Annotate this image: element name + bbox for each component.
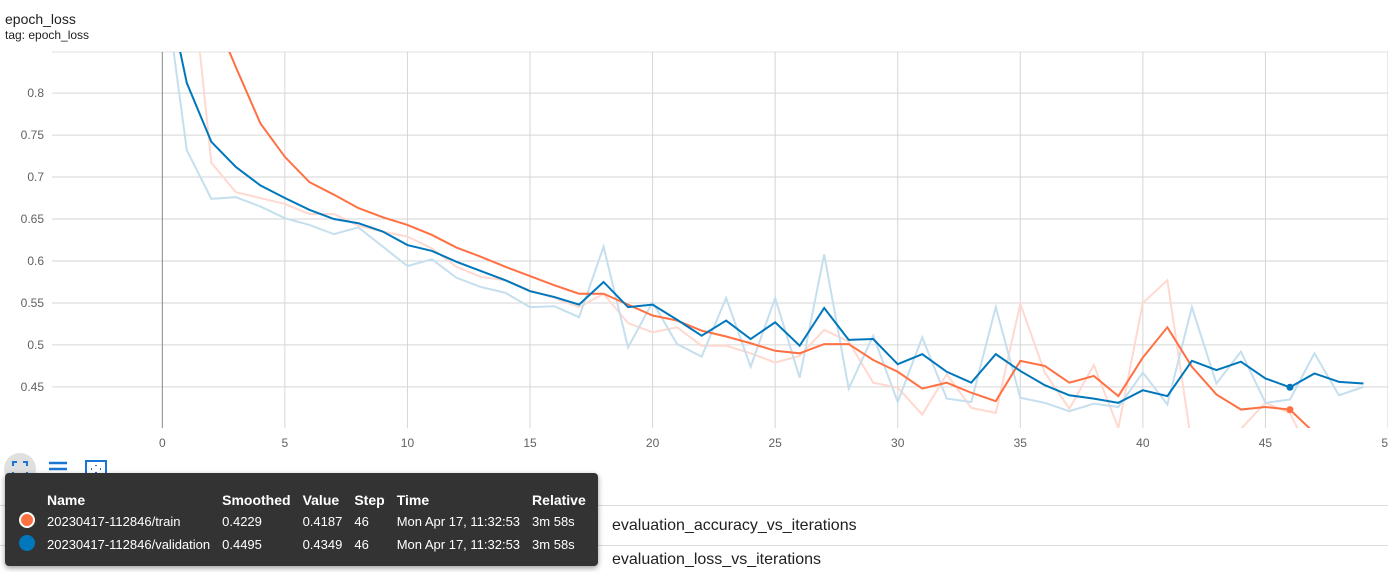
hover-tooltip: Name Smoothed Value Step Time Relative 2… — [5, 473, 598, 566]
header-smoothed: Smoothed — [222, 492, 291, 508]
card-title-loss[interactable]: evaluation_loss_vs_iterations — [612, 551, 822, 568]
header-value: Value — [302, 492, 340, 508]
chart-title: epoch_loss — [5, 11, 76, 27]
time: Mon Apr 17, 11:32:53 — [396, 514, 521, 529]
run-name: 20230417-112846/validation — [47, 537, 211, 552]
tooltip-row-validation: 20230417-112846/validation 0.4495 0.4349… — [13, 533, 592, 556]
header-name: Name — [47, 492, 86, 508]
x-tick-label: 35 — [1014, 436, 1028, 450]
x-tick-label: 45 — [1259, 436, 1273, 450]
train-color-swatch — [19, 512, 35, 528]
x-tick-label: 15 — [523, 436, 537, 450]
y-tick-label: 0.7 — [27, 170, 44, 184]
header-time: Time — [396, 492, 430, 508]
hover-point-train — [1286, 406, 1294, 414]
smoothed-value: 0.4229 — [222, 514, 262, 529]
y-tick-label: 0.55 — [21, 296, 45, 310]
smoothed-line-train — [228, 52, 1311, 428]
relative-time: 3m 58s — [532, 537, 575, 552]
y-tick-label: 0.8 — [27, 86, 44, 100]
header-relative: Relative — [532, 492, 586, 508]
x-tick-label: 30 — [891, 436, 905, 450]
card-divider — [0, 545, 1388, 546]
x-tick-label: 40 — [1136, 436, 1150, 450]
x-tick-label: 50 — [1381, 436, 1388, 450]
step: 46 — [354, 514, 369, 529]
x-tick-label: 0 — [159, 436, 166, 450]
x-tick-label: 25 — [768, 436, 782, 450]
tooltip-row-train: 20230417-112846/train 0.4229 0.4187 46 M… — [13, 510, 592, 533]
smoothed-line-validation — [179, 52, 1364, 404]
raw-value: 0.4187 — [302, 514, 343, 529]
header-step: Step — [354, 492, 385, 508]
y-tick-label: 0.65 — [21, 212, 45, 226]
y-tick-label: 0.6 — [27, 254, 44, 268]
loss-chart[interactable]: 0.45 0.5 0.55 0.6 0.65 0.7 0.75 0.8 0 5 10 15 20 25 30… — [0, 0, 1388, 450]
x-tick-label: 5 — [282, 436, 289, 450]
raw-value: 0.4349 — [302, 537, 343, 552]
x-tick-label: 10 — [401, 436, 415, 450]
fit-domain-icon — [12, 461, 28, 477]
smoothed-value: 0.4495 — [222, 537, 262, 552]
step: 46 — [354, 537, 369, 552]
y-tick-label: 0.45 — [21, 380, 45, 394]
validation-color-swatch — [19, 535, 35, 551]
raw-line-validation — [172, 52, 1364, 413]
relative-time: 3m 58s — [532, 514, 575, 529]
hover-point-validation — [1286, 383, 1294, 391]
time: Mon Apr 17, 11:32:53 — [396, 537, 521, 552]
chart-tag: tag: epoch_loss — [5, 28, 90, 42]
y-tick-label: 0.5 — [27, 338, 44, 352]
raw-line-train — [198, 52, 1299, 428]
y-tick-label: 0.75 — [21, 128, 45, 142]
run-name: 20230417-112846/train — [47, 514, 181, 529]
card-title-accuracy[interactable]: evaluation_accuracy_vs_iterations — [612, 517, 857, 534]
card-divider — [0, 505, 1388, 506]
x-tick-label: 20 — [646, 436, 660, 450]
